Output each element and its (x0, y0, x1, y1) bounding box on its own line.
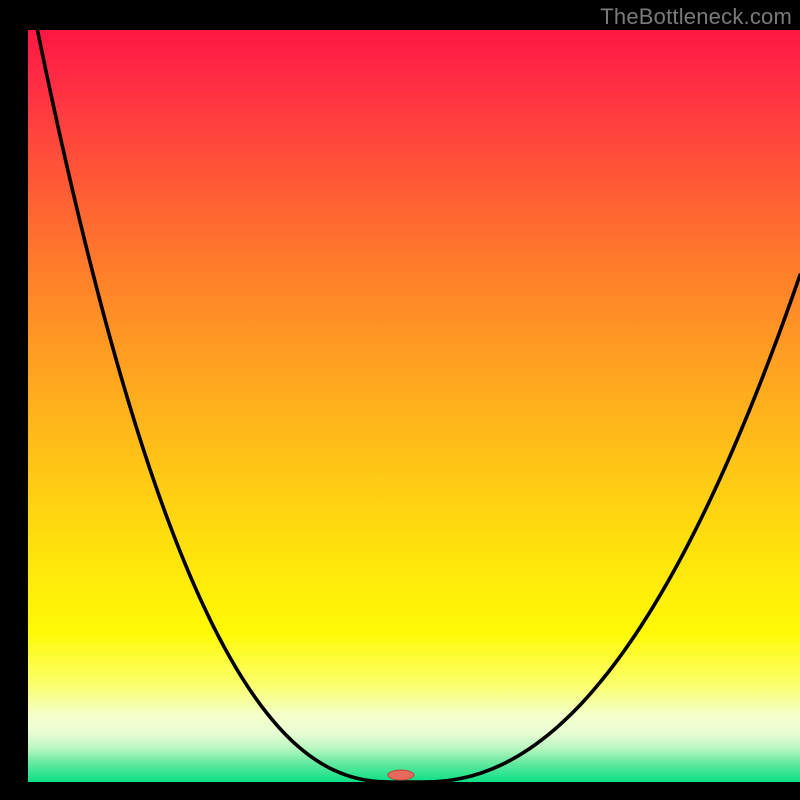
chart-root: TheBottleneck.com (0, 0, 800, 800)
plot-background (28, 30, 800, 782)
chart-svg (0, 0, 800, 800)
optimum-marker (388, 770, 414, 780)
watermark-text: TheBottleneck.com (600, 4, 792, 30)
